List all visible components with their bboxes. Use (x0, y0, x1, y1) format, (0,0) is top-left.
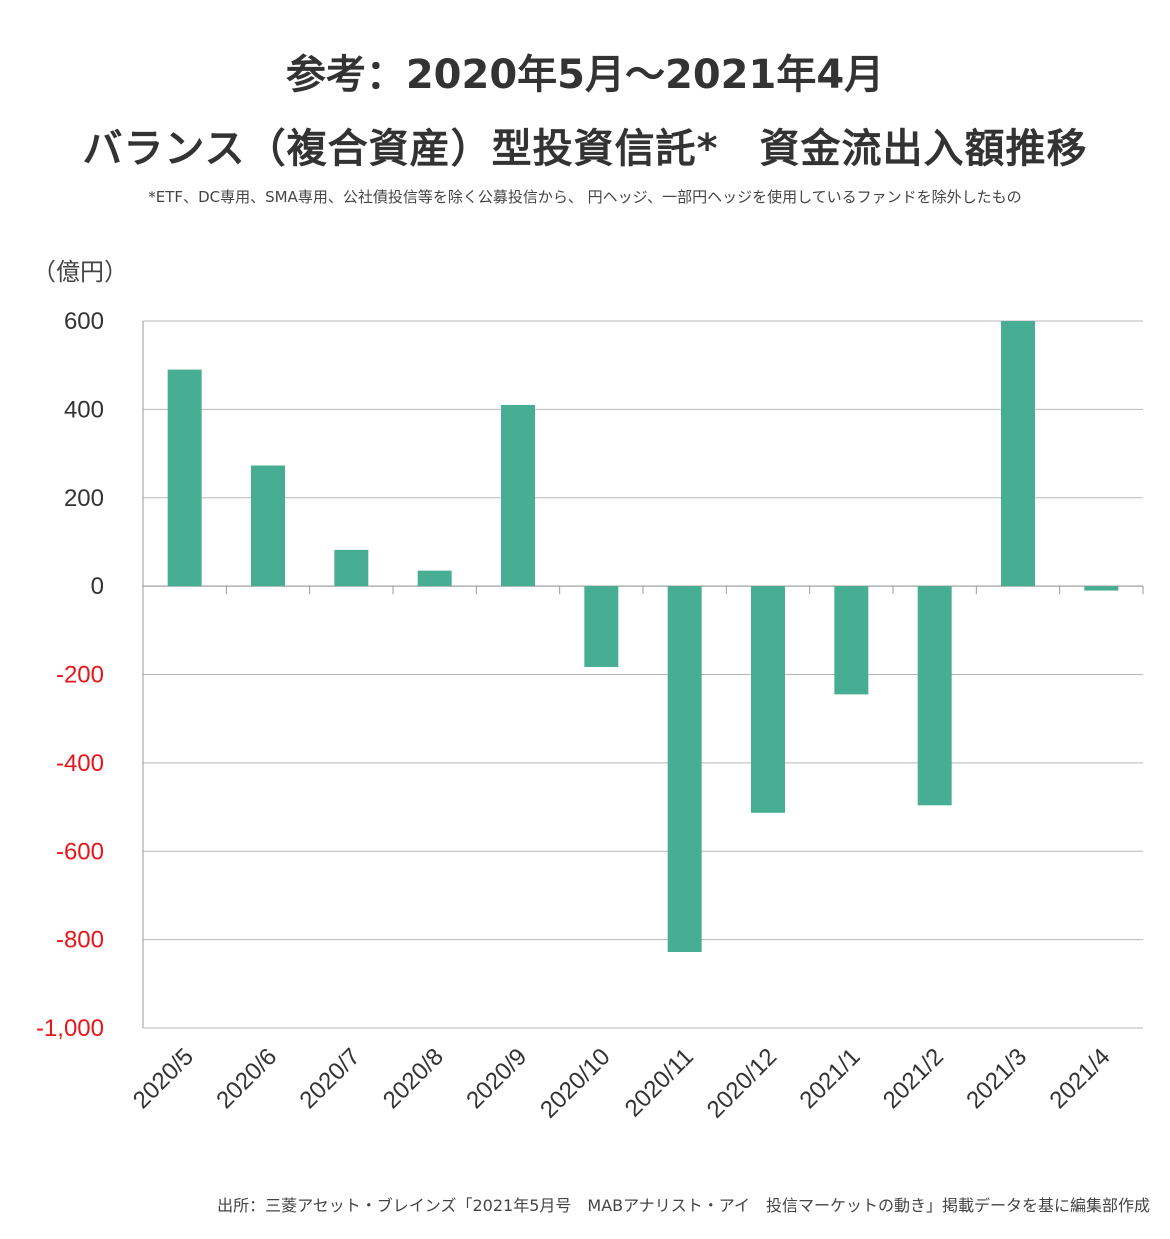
bar-2020/8 (417, 570, 452, 587)
bar-2021/2 (917, 586, 952, 806)
x-tick-label: 2021/3 (961, 1043, 1032, 1114)
y-tick-label: 0 (91, 573, 104, 600)
footnote: *ETF、DC専用、SMA専用、公社債投信等を除く公募投信から、 円ヘッジ、一部… (148, 188, 1022, 206)
y-tick-label: -600 (56, 838, 104, 865)
chart-title-line1: 参考：2020年5月～2021年4月 (285, 52, 885, 98)
x-tick-label: 2020/10 (535, 1043, 615, 1123)
y-tick-label: -1,000 (36, 1015, 104, 1042)
y-tick-label: 400 (64, 396, 104, 423)
x-tick-label: 2020/5 (128, 1043, 199, 1114)
bar-2021/4 (1084, 586, 1119, 591)
x-tick-label: 2020/7 (295, 1043, 366, 1114)
x-tick-label: 2020/6 (211, 1043, 282, 1114)
bar-2020/9 (501, 404, 535, 587)
y-tick-label: 200 (64, 485, 104, 512)
bar-2021/3 (1001, 321, 1035, 587)
x-tick-label: 2021/2 (878, 1043, 949, 1114)
x-tick-label: 2020/12 (702, 1043, 782, 1123)
x-tick-label: 2021/4 (1045, 1043, 1116, 1114)
y-tick-label: -200 (56, 662, 104, 689)
y-tick-label: -400 (56, 750, 104, 777)
bar-2020/5 (167, 369, 202, 587)
source-note: 出所：三菱アセット・ブレインズ「2021年5月号 MABアナリスト・アイ 投信マ… (217, 1196, 1150, 1215)
bar-2020/12 (751, 586, 785, 813)
bar-2020/10 (584, 586, 619, 667)
x-tick-label: 2020/8 (378, 1043, 449, 1114)
x-tick-label: 2020/9 (461, 1043, 532, 1114)
bar-2020/11 (667, 586, 702, 952)
y-axis-unit-label: （億円） (32, 258, 128, 286)
bar-2020/7 (334, 549, 369, 587)
x-tick-label: 2021/1 (795, 1043, 866, 1114)
x-tick-label: 2020/11 (620, 1043, 699, 1122)
bar-2020/6 (251, 465, 285, 587)
bar-2021/1 (834, 586, 869, 695)
chart-title-line2: バランス（複合資産）型投資信託* 資金流出入額推移 (82, 126, 1088, 172)
y-tick-label: 600 (64, 308, 104, 335)
y-tick-label: -800 (56, 927, 104, 954)
